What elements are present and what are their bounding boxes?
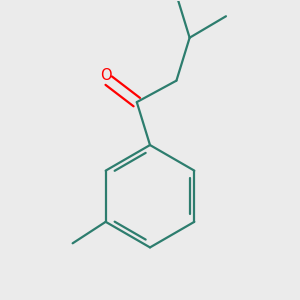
- Text: O: O: [100, 68, 112, 83]
